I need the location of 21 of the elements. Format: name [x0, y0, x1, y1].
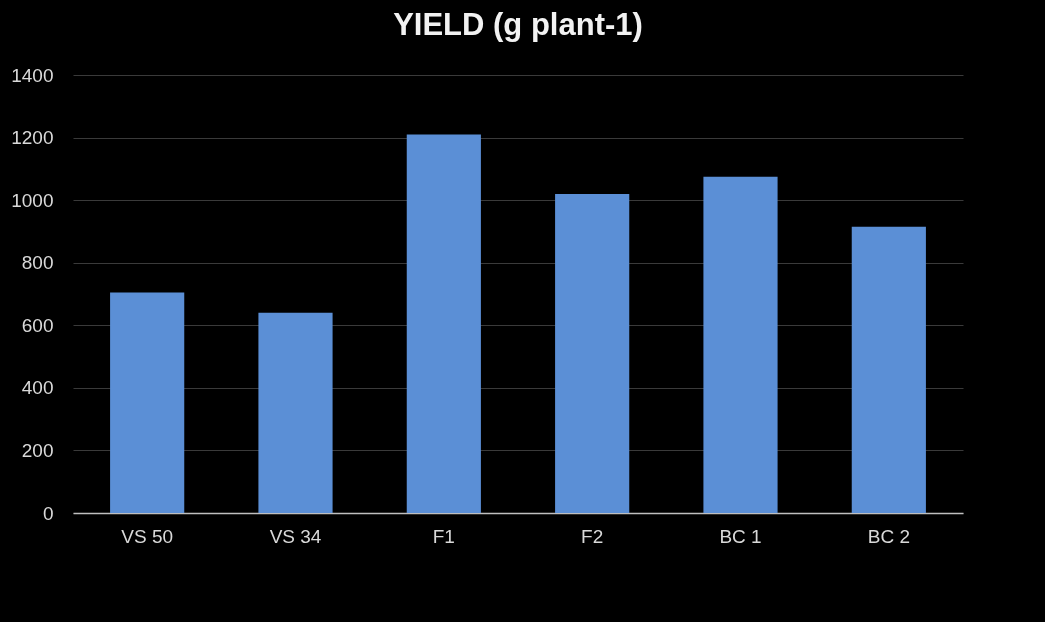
bar — [110, 292, 185, 513]
bar — [406, 134, 481, 513]
y-tick-label: 1400 — [11, 64, 54, 86]
x-tick-label: F2 — [581, 525, 604, 547]
y-tick-label: 600 — [21, 314, 54, 336]
bar — [258, 312, 333, 513]
chart-title: YIELD (g plant-1) — [393, 7, 643, 42]
y-tick-label: 200 — [21, 439, 54, 461]
x-tick-label: VS 50 — [121, 525, 174, 547]
x-tick-label: VS 34 — [269, 525, 322, 547]
y-tick-label: 1200 — [11, 127, 54, 149]
x-tick-label: BC 2 — [867, 525, 910, 547]
bar — [555, 193, 630, 513]
x-tick-label: BC 1 — [719, 525, 762, 547]
bar — [851, 226, 926, 513]
x-tick-label: F1 — [432, 525, 455, 547]
bar — [703, 176, 778, 513]
y-tick-label: 400 — [21, 377, 54, 399]
y-tick-label: 0 — [42, 502, 54, 524]
y-tick-label: 1000 — [11, 189, 54, 211]
y-tick-label: 800 — [21, 252, 54, 274]
